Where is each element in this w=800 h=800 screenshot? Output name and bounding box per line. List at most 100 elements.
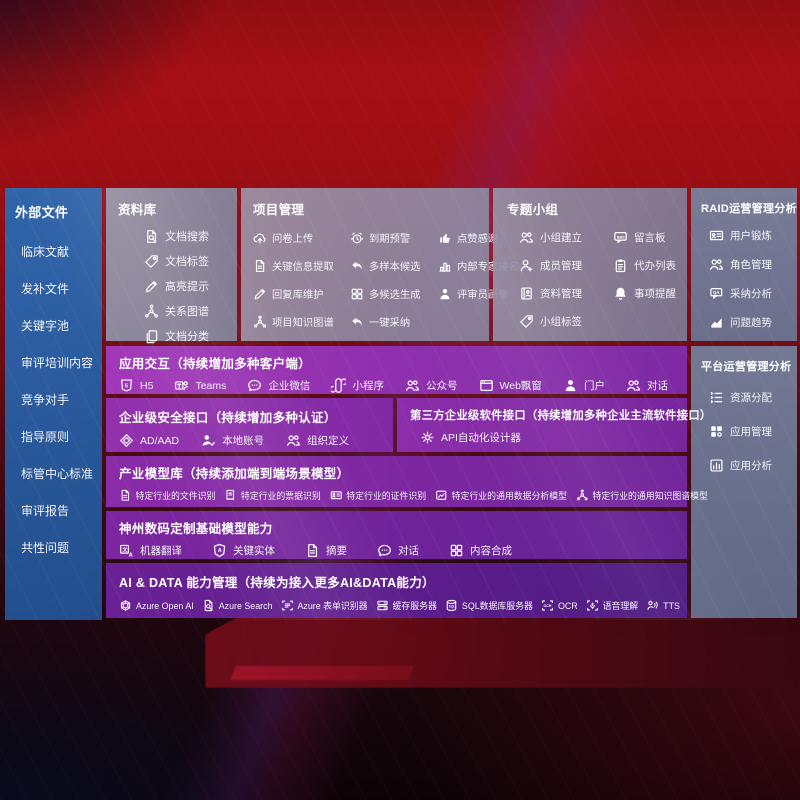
sql-database-icon — [445, 599, 458, 612]
tts-icon — [646, 599, 659, 612]
ad-shield-icon — [119, 433, 134, 448]
feature-label: 文档搜索 — [165, 231, 209, 243]
feature-label: 成员管理 — [540, 260, 582, 272]
feature-label: 语音理解 — [602, 601, 639, 611]
feature-item: 应用管理 — [709, 424, 791, 439]
feature-item: 缓存服务器 — [376, 599, 437, 612]
feature-item: 临床文献 — [15, 243, 94, 260]
knowledge-graph-icon — [576, 489, 589, 502]
document-search-icon — [144, 229, 159, 244]
feature-label: 机器翻译 — [140, 545, 182, 557]
feature-label: 应用分析 — [730, 460, 772, 472]
feature-label: 公众号 — [426, 380, 458, 392]
feature-label: 项目知识图谱 — [272, 318, 334, 329]
feature-item: 审评培训内容 — [15, 354, 94, 371]
document-icon — [119, 489, 132, 502]
feature-label: 留言板 — [634, 232, 666, 244]
feature-item: 共性问题 — [15, 539, 94, 556]
feature-label: 点赞感谢 — [457, 234, 499, 245]
feature-label: 审评培训内容 — [21, 356, 94, 370]
feature-label: 企业微信 — [268, 380, 311, 392]
thumbs-up-icon — [438, 231, 452, 245]
feature-label: 内部专家排名 — [457, 262, 519, 273]
feature-item: 文档搜索 — [144, 228, 227, 244]
cloud-upload-icon — [253, 231, 267, 245]
feature-item: 门户 — [563, 378, 605, 393]
feature-label: 特定行业的证件识别 — [346, 491, 427, 501]
feature-label: 关系图谱 — [165, 306, 209, 318]
id-card-icon — [709, 228, 724, 243]
feature-item: 文档标签 — [144, 253, 227, 269]
document-extract-icon — [253, 259, 267, 273]
feature-item: SQL数据库服务器 — [445, 599, 533, 612]
wechat-work-icon — [247, 378, 262, 393]
row-ai-data-capability: AI & DATA 能力管理（持续为接入更多AI&DATA能力） Azure O… — [106, 563, 687, 618]
tag-icon — [519, 314, 534, 329]
feature-label: 关键信息提取 — [272, 262, 334, 273]
form-recognizer-icon — [281, 599, 294, 612]
clipboard-icon — [613, 258, 628, 273]
row-title: AI & DATA 能力管理（持续为接入更多AI&DATA能力） — [119, 576, 435, 590]
feature-item: 资料管理 — [519, 286, 613, 301]
feature-label: 特定行业的票据识别 — [240, 491, 321, 501]
feature-label: 高亮提示 — [165, 281, 209, 293]
feature-label: 缓存服务器 — [392, 601, 437, 611]
feature-item: 关键实体 — [212, 543, 275, 558]
feature-label: 问题趋势 — [730, 317, 772, 329]
translate-icon — [119, 543, 134, 558]
feature-item: Web飘窗 — [479, 378, 542, 393]
people-icon — [709, 257, 724, 272]
panel-topic-groups: 专题小组 小组建立 留言板 成员管理 代办列表 资料管理 事项提醒 小组标签 — [493, 188, 687, 341]
alarm-icon — [350, 231, 364, 245]
feature-item: H5 — [119, 378, 153, 393]
data-library-list: 文档搜索文档标签高亮提示关系图谱文档分类 — [144, 228, 227, 344]
thirdparty-api-list: API自动化设计器 — [420, 430, 674, 445]
feature-label: Azure Search — [218, 600, 273, 611]
feature-label: 特定行业的通用知识图谱模型 — [592, 491, 708, 501]
feature-label: 一键采纳 — [369, 318, 411, 329]
feature-item: 公众号 — [405, 378, 458, 393]
trend-icon — [709, 315, 724, 330]
feature-label: 到期预警 — [369, 234, 411, 245]
feature-item: 文档分类 — [144, 328, 227, 344]
feature-label: 关键字池 — [21, 319, 70, 333]
feature-label: 代办列表 — [634, 260, 676, 272]
chart-icon — [709, 458, 724, 473]
feature-label: 组织定义 — [307, 435, 350, 447]
feature-label: 指导原则 — [21, 430, 70, 444]
pencil-icon — [253, 287, 267, 301]
h5-icon — [119, 378, 134, 393]
feature-item: 特定行业的文件识别 — [119, 489, 215, 502]
people-icon — [519, 230, 534, 245]
feature-label: 应用管理 — [730, 426, 772, 438]
panel-project-management: 项目管理 问卷上传 到期预警 点赞感谢 关键信息提取 多样本候选 内部专家排名 回复库维护 多… — [241, 188, 519, 341]
feature-item: 摘要 — [305, 543, 347, 558]
feature-item: 应用分析 — [709, 458, 791, 473]
highlighter-icon — [144, 279, 159, 294]
feature-item: 点赞感谢 — [438, 230, 519, 245]
feature-item: 关键信息提取 — [253, 258, 350, 273]
feature-item: 特定行业的证件识别 — [330, 489, 426, 502]
ocr-icon — [541, 599, 554, 612]
feature-label: 资源分配 — [730, 392, 772, 404]
feature-item: TTS — [646, 599, 680, 612]
feature-label: Azure Open AI — [136, 600, 194, 611]
panel-title: 资料库 — [118, 203, 157, 217]
user-check-icon — [201, 433, 216, 448]
feature-item: 成员管理 — [519, 258, 613, 273]
knowledge-graph-icon — [253, 315, 267, 329]
feature-label: 特定行业的通用数据分析模型 — [451, 491, 567, 501]
panel-raid-ops-analysis: RAID运营管理分析 用户锻炼 角色管理 采纳分析 问题趋势 — [691, 188, 797, 341]
feature-item: Azure 表单识别器 — [281, 599, 368, 612]
feature-item: 采纳分析 — [709, 286, 791, 301]
list-icon — [709, 390, 724, 405]
album-icon — [519, 286, 534, 301]
teams-icon — [174, 378, 189, 393]
feature-item: 语音理解 — [586, 599, 639, 612]
shield-a-icon — [212, 543, 227, 558]
org-users-icon — [286, 433, 301, 448]
feature-label: 采纳分析 — [730, 288, 772, 300]
qa-chat-icon — [709, 286, 724, 301]
feature-label: 问卷上传 — [272, 234, 314, 245]
feature-item: 问题趋势 — [709, 315, 791, 330]
